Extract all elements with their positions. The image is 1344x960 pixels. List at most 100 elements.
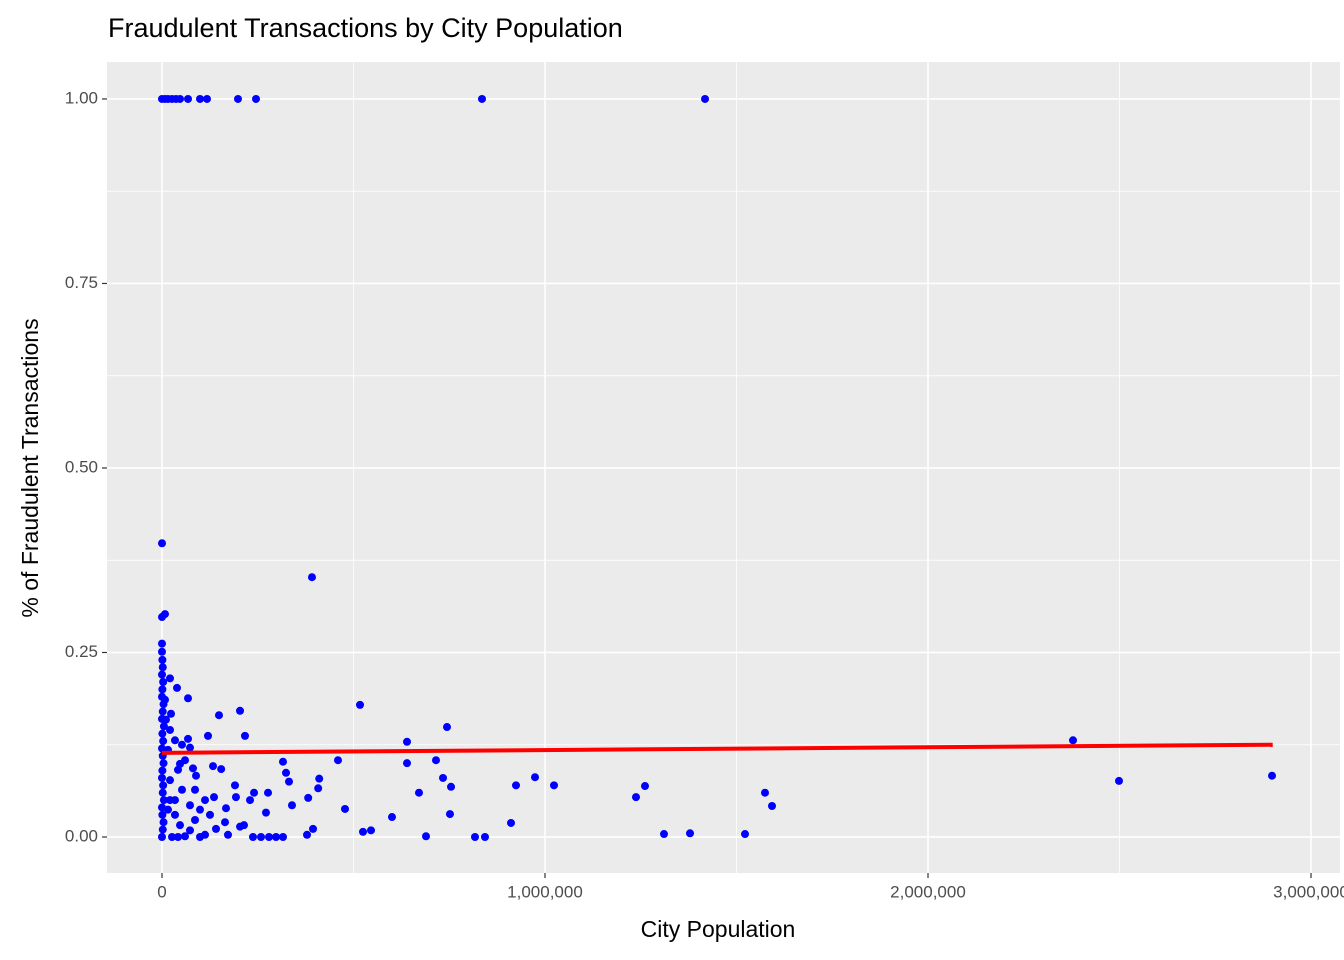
x-tick-label: 2,000,000 <box>890 882 966 901</box>
point <box>278 832 287 841</box>
y-tick-label: 1.00 <box>65 88 98 107</box>
point <box>231 793 240 802</box>
point <box>159 737 168 746</box>
point <box>185 743 194 752</box>
x-tick-label: 0 <box>157 882 166 901</box>
point <box>159 678 168 687</box>
point <box>333 756 342 765</box>
point <box>205 810 214 819</box>
point <box>214 711 223 720</box>
point <box>356 700 365 709</box>
point <box>282 768 291 777</box>
point <box>184 734 193 743</box>
point <box>1115 776 1124 785</box>
point <box>184 694 193 703</box>
point <box>167 832 176 841</box>
point <box>660 830 669 839</box>
point <box>641 782 650 791</box>
point <box>157 803 166 812</box>
point <box>470 832 479 841</box>
point <box>176 94 185 103</box>
point <box>531 773 540 782</box>
point <box>203 731 212 740</box>
point <box>261 808 270 817</box>
point <box>185 801 194 810</box>
point <box>445 810 454 819</box>
point <box>158 810 167 819</box>
point <box>201 830 210 839</box>
point <box>181 756 190 765</box>
point <box>632 793 641 802</box>
point <box>161 715 170 724</box>
point <box>203 94 212 103</box>
point <box>340 804 349 813</box>
point <box>550 781 559 790</box>
point <box>314 784 323 793</box>
y-tick-label: 0.25 <box>65 642 98 661</box>
point <box>176 821 185 830</box>
point <box>250 788 259 797</box>
point <box>185 826 194 835</box>
point <box>414 788 423 797</box>
point <box>230 781 239 790</box>
point <box>191 816 200 825</box>
point <box>195 805 204 814</box>
point <box>249 832 258 841</box>
point <box>166 776 175 785</box>
point <box>221 818 230 827</box>
point <box>701 94 710 103</box>
point <box>177 785 186 794</box>
point <box>304 793 313 802</box>
point <box>403 759 412 768</box>
point <box>358 827 367 836</box>
point <box>367 826 376 835</box>
point <box>251 94 260 103</box>
point <box>166 725 175 734</box>
point <box>278 757 287 766</box>
point <box>223 830 232 839</box>
point <box>158 655 167 664</box>
point <box>174 832 183 841</box>
point <box>166 674 175 683</box>
point <box>184 94 193 103</box>
point <box>160 695 169 704</box>
point <box>760 788 769 797</box>
point <box>741 830 750 839</box>
point <box>265 832 274 841</box>
point <box>192 771 201 780</box>
point <box>159 818 168 827</box>
point <box>158 788 167 797</box>
point <box>307 573 316 582</box>
point <box>447 782 456 791</box>
point <box>1268 771 1277 780</box>
point <box>221 804 230 813</box>
point <box>158 707 167 716</box>
point <box>170 810 179 819</box>
point <box>1069 736 1078 745</box>
point <box>188 764 197 773</box>
point <box>157 670 166 679</box>
point <box>159 759 168 768</box>
point <box>287 801 296 810</box>
point <box>506 818 515 827</box>
point <box>686 829 695 838</box>
point <box>157 832 166 841</box>
point <box>439 773 448 782</box>
point <box>387 813 396 822</box>
point <box>233 94 242 103</box>
point <box>177 740 186 749</box>
point <box>257 832 266 841</box>
point <box>164 805 173 814</box>
point <box>477 94 486 103</box>
point <box>217 765 226 774</box>
y-tick-label: 0.50 <box>65 457 98 476</box>
point <box>303 830 312 839</box>
point <box>480 832 489 841</box>
point <box>442 723 451 732</box>
point <box>181 832 190 841</box>
y-tick-label: 0.75 <box>65 273 98 292</box>
point <box>195 94 204 103</box>
point <box>315 774 324 783</box>
x-tick-label: 1,000,000 <box>507 882 583 901</box>
